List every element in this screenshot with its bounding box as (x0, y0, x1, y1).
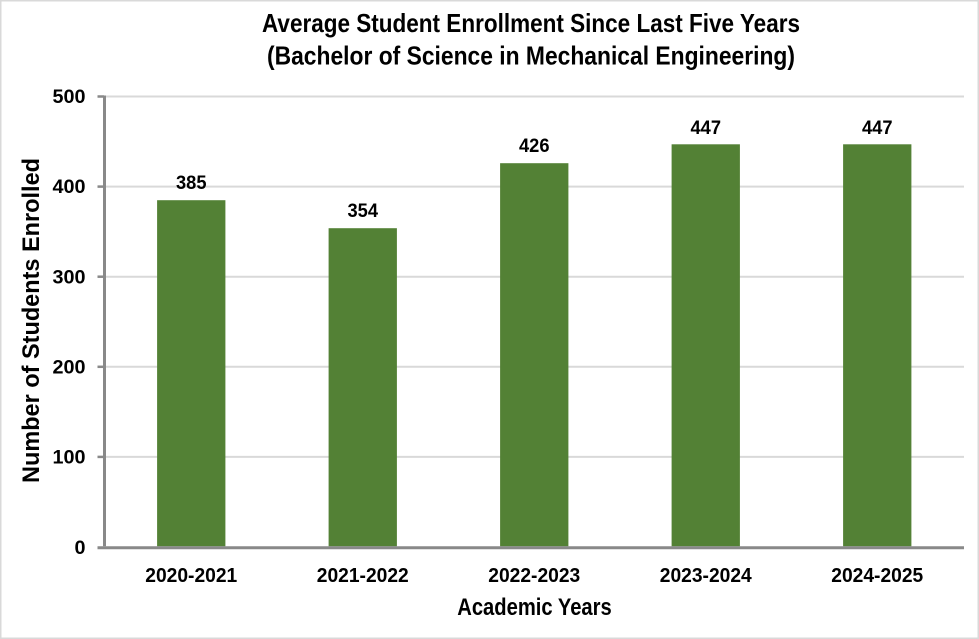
svg-text:Average Student Enrollment Sin: Average Student Enrollment Since Last Fi… (262, 8, 800, 38)
svg-text:400: 400 (53, 177, 86, 198)
svg-text:447: 447 (691, 118, 722, 139)
svg-text:447: 447 (862, 118, 893, 139)
svg-text:Number of Students Enrolled: Number of Students Enrolled (18, 158, 45, 483)
svg-text:200: 200 (53, 357, 86, 378)
svg-text:0: 0 (75, 538, 86, 559)
svg-text:500: 500 (53, 87, 86, 108)
svg-text:385: 385 (176, 173, 207, 194)
svg-text:2023-2024: 2023-2024 (660, 565, 753, 587)
svg-text:2022-2023: 2022-2023 (488, 565, 580, 587)
svg-text:(Bachelor of Science in Mechan: (Bachelor of Science in Mechanical Engin… (267, 41, 795, 71)
svg-text:2020-2021: 2020-2021 (145, 565, 237, 587)
svg-text:Academic Years: Academic Years (457, 594, 612, 621)
svg-text:2024-2025: 2024-2025 (831, 565, 923, 587)
svg-text:300: 300 (53, 267, 86, 288)
svg-text:2021-2022: 2021-2022 (317, 565, 409, 587)
svg-text:426: 426 (519, 136, 550, 157)
svg-text:354: 354 (348, 201, 379, 222)
svg-text:100: 100 (53, 448, 86, 469)
